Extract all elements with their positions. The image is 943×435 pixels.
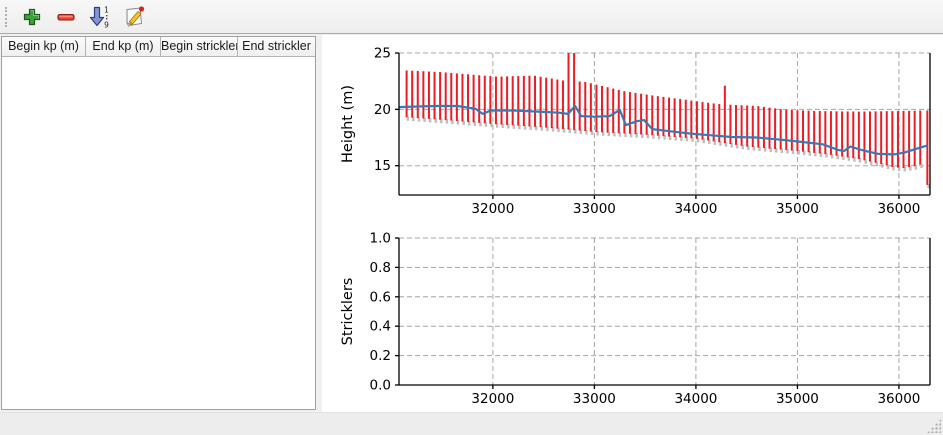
svg-text:1: 1 — [104, 5, 109, 14]
table-header-row: Begin kp (m) End kp (m) Begin strickler … — [2, 37, 315, 57]
x-tick-label: 34000 — [674, 391, 717, 407]
edit-pencil-icon — [126, 5, 145, 27]
y-axis-label: Height (m) — [340, 85, 356, 163]
stricklers-chart-canvas: 0.0 0.2 0.4 0.6 0.8 1.0 32000 33000 34000 35000 36… — [340, 231, 931, 407]
edit-button[interactable] — [120, 4, 148, 30]
remove-row-button[interactable] — [52, 4, 80, 30]
y-tick-label: 0.8 — [370, 260, 391, 276]
x-tick-label: 36000 — [877, 391, 920, 407]
strickler-table: Begin kp (m) End kp (m) Begin strickler … — [1, 36, 316, 410]
toolbar-drag-handle[interactable] — [5, 6, 7, 27]
y-tick-label: 15 — [374, 158, 391, 174]
x-tick-label: 33000 — [573, 201, 616, 216]
water-line-series — [399, 104, 928, 156]
y-tick-label: 0.4 — [370, 319, 391, 335]
plots-figure: 15 20 25 32000 33000 34000 35000 36000 Height (m… — [322, 35, 943, 412]
y-tick-label: 1.0 — [370, 231, 391, 247]
column-header-begin-strickler[interactable]: Begin strickler — [161, 37, 238, 56]
y-tick-label: 0.2 — [370, 348, 391, 364]
y-axis-label: Stricklers — [340, 278, 356, 346]
y-tick-label: 0.0 — [370, 378, 391, 394]
x-tick-label: 34000 — [674, 201, 717, 216]
y-tick-label: 0.6 — [370, 289, 391, 305]
svg-text:9: 9 — [104, 20, 109, 29]
sort-numeric-down-icon: 1 9 — [89, 5, 109, 29]
x-tick-label: 32000 — [471, 201, 514, 216]
x-tick-label: 33000 — [573, 391, 616, 407]
height-chart-canvas: 15 20 25 32000 33000 34000 35000 36000 Height (m… — [340, 46, 931, 216]
column-header-end-strickler[interactable]: End strickler — [242, 39, 311, 53]
column-header-end-kp[interactable]: End kp (m) — [86, 37, 161, 56]
y-tick-label: 20 — [374, 102, 391, 118]
x-tick-label: 35000 — [776, 391, 819, 407]
column-header-begin-kp[interactable]: Begin kp (m) — [2, 37, 86, 56]
table-body-empty[interactable] — [2, 57, 315, 409]
minus-icon — [57, 13, 75, 21]
window-resize-grip[interactable] — [927, 419, 941, 433]
toolbar: 1 9 — [0, 0, 943, 34]
x-tick-label: 36000 — [877, 201, 920, 216]
status-bar — [0, 412, 943, 435]
y-tick-label: 25 — [374, 46, 391, 62]
x-tick-label: 35000 — [776, 201, 819, 216]
add-row-button[interactable] — [18, 4, 46, 30]
sort-numeric-button[interactable]: 1 9 — [86, 4, 114, 30]
plus-icon — [23, 8, 41, 25]
x-tick-label: 32000 — [471, 391, 514, 407]
